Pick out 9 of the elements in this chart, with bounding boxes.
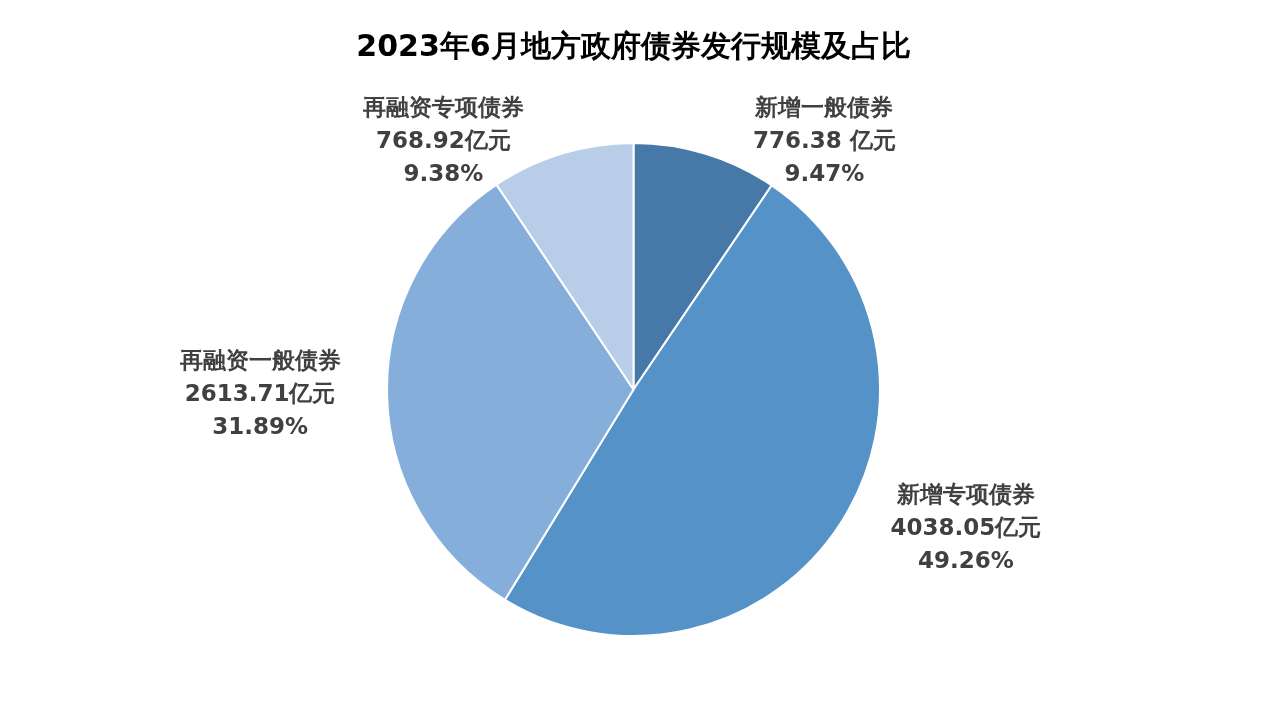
slice-label: 新增专项债券 <box>895 481 1035 508</box>
slice-label: 再融资一般债券 <box>178 346 341 373</box>
data-label: 768.92亿元 9.38% <box>376 127 511 187</box>
slice-label: 再融资专项债券 <box>361 94 524 121</box>
data-label: 2613.71亿元 31.89% <box>184 379 336 439</box>
chart-title: 2023年6月地方政府债券发行规模及占比 <box>356 27 911 63</box>
slice-label: 新增一般债券 <box>754 94 894 121</box>
data-label: 776.38 亿元 9.47% <box>752 127 896 187</box>
data-label: 4038.05亿元 49.26% <box>890 514 1042 574</box>
